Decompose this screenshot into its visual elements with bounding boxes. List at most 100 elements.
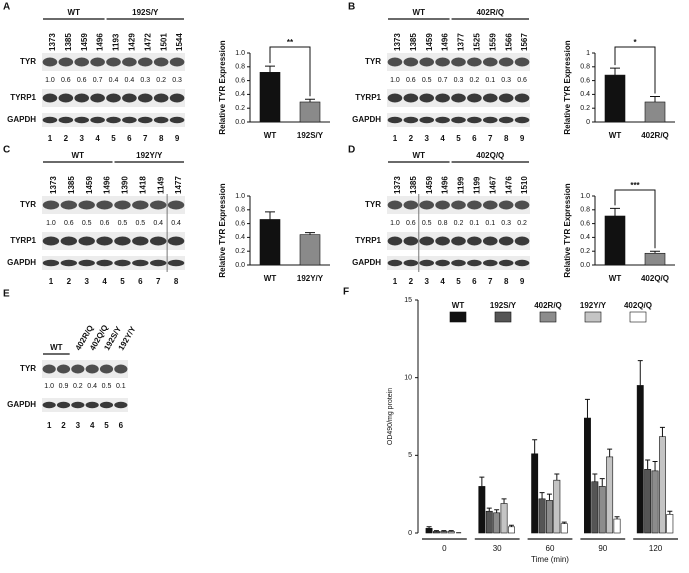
bar — [667, 514, 673, 533]
x-tick-label: 402Q/Q — [641, 274, 669, 283]
band — [122, 117, 137, 123]
band — [467, 201, 482, 210]
band — [132, 201, 148, 210]
band — [419, 260, 434, 266]
band — [435, 58, 450, 67]
quant-value: 0.6 — [61, 77, 71, 84]
band — [106, 58, 121, 67]
band — [388, 260, 403, 266]
y-tick-label: 1.0 — [580, 193, 590, 200]
bar — [605, 216, 625, 265]
legend-swatch — [495, 312, 511, 322]
band — [100, 365, 113, 374]
quant-value: 0.6 — [77, 77, 87, 84]
band — [90, 94, 105, 103]
lane-number: 4 — [90, 421, 95, 430]
lane-number: 1 — [393, 134, 398, 143]
band — [499, 260, 514, 266]
lane-number: 5 — [104, 421, 109, 430]
group-label: 192S/Y — [132, 8, 159, 17]
lane-number: 4 — [440, 134, 445, 143]
bar — [501, 503, 507, 533]
sample-id: 1390 — [121, 176, 130, 194]
band — [122, 94, 137, 103]
group-label: WT — [413, 8, 426, 17]
lane-number: 3 — [84, 277, 89, 286]
band — [451, 94, 466, 103]
band — [404, 260, 419, 266]
band — [419, 94, 434, 103]
band — [138, 117, 153, 123]
lane-number: 3 — [424, 277, 429, 286]
error-bar — [653, 462, 658, 471]
lane-number: 4 — [95, 134, 100, 143]
lane-number: 9 — [175, 134, 180, 143]
error-bar — [667, 511, 672, 514]
quant-value: 0.4 — [171, 220, 181, 227]
group-label: WT — [68, 8, 81, 17]
sample-id: 1501 — [159, 33, 168, 51]
x-tick-label: 120 — [649, 544, 663, 553]
group-label: 402R/Q — [476, 8, 504, 17]
band — [388, 237, 403, 246]
band — [114, 237, 130, 246]
row-label: TYR — [20, 200, 36, 209]
sample-id: 1467 — [488, 176, 497, 194]
band — [419, 237, 434, 246]
sample-id: 1496 — [103, 176, 112, 194]
bar — [592, 482, 598, 533]
band — [71, 402, 84, 408]
y-tick-label: 0.8 — [235, 64, 245, 71]
band — [168, 260, 184, 266]
bar — [448, 531, 454, 533]
x-tick-label: 192Y/Y — [297, 274, 324, 283]
row-label: GAPDH — [7, 115, 36, 124]
band — [122, 58, 137, 67]
bar — [494, 513, 500, 533]
band — [404, 58, 419, 67]
bar — [260, 72, 280, 122]
sample-id: 1567 — [520, 33, 529, 51]
band — [499, 201, 514, 210]
band — [96, 237, 112, 246]
band — [71, 365, 84, 374]
error-bar — [305, 233, 315, 235]
band — [150, 201, 166, 210]
band — [404, 201, 419, 210]
bar — [554, 480, 560, 533]
error-bar — [592, 474, 597, 482]
quant-value: 0.7 — [93, 77, 103, 84]
band — [59, 58, 74, 67]
y-tick-label: 0 — [586, 119, 590, 126]
band — [43, 201, 59, 210]
bar — [441, 531, 447, 533]
band — [467, 117, 482, 123]
legend-label: 402R/Q — [534, 301, 562, 310]
band — [451, 237, 466, 246]
panel-letter: F — [343, 287, 349, 298]
y-tick-label: 0.4 — [235, 234, 245, 241]
error-bar — [487, 508, 492, 511]
error-bar — [645, 460, 650, 469]
y-axis-label: Relative TYR Expression — [218, 183, 227, 277]
quant-value: 1.0 — [44, 383, 54, 390]
lane-number: 9 — [520, 277, 525, 286]
sample-id: 1477 — [174, 176, 183, 194]
quant-value: 0.5 — [135, 220, 145, 227]
quant-value: 0.1 — [470, 220, 480, 227]
band — [435, 117, 450, 123]
y-tick-label: 1.0 — [235, 193, 245, 200]
y-tick-label: 0.2 — [235, 105, 245, 112]
quant-value: 0.5 — [422, 220, 432, 227]
band — [435, 260, 450, 266]
band — [388, 117, 403, 123]
y-tick-label: 0.0 — [580, 262, 590, 269]
lane-number: 7 — [488, 277, 493, 286]
band — [43, 237, 59, 246]
band — [78, 201, 94, 210]
band — [74, 94, 89, 103]
error-bar — [600, 479, 605, 487]
bar — [645, 469, 651, 533]
band — [404, 117, 419, 123]
